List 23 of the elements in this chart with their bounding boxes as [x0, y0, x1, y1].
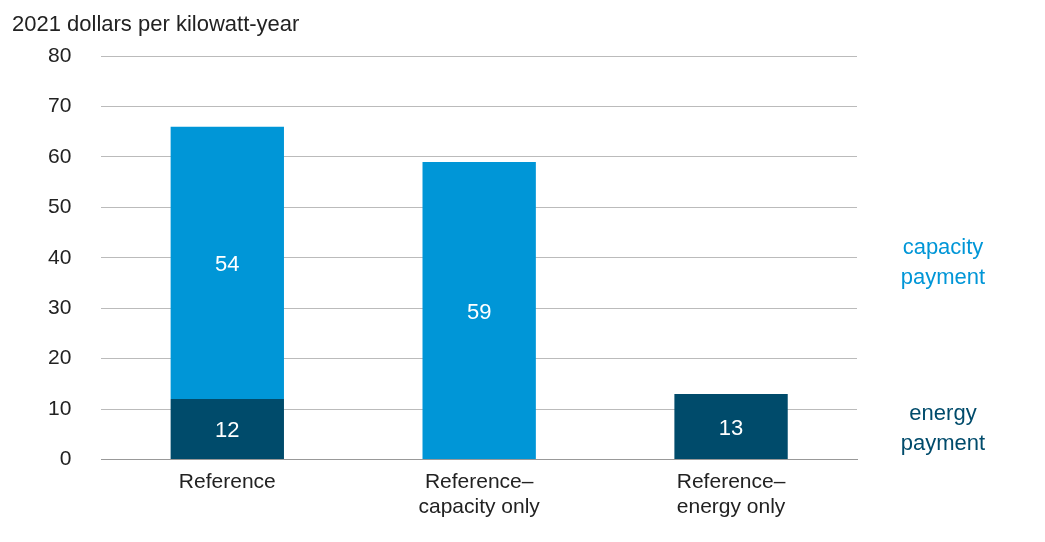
data-label: 59: [466, 298, 492, 324]
data-label: 12: [215, 417, 240, 443]
bar: [674, 394, 788, 460]
y-tick-label: 40: [48, 244, 72, 268]
data-label: 54: [215, 250, 240, 276]
text: capacity payment: [900, 233, 986, 289]
x-tick-label: Reference: [178, 469, 276, 492]
bar: [422, 161, 536, 460]
y-tick-label: 50: [48, 194, 72, 218]
y-axis-title: 2021 dollars per kilowatt-year: [12, 11, 300, 37]
data-label: 13: [718, 414, 744, 440]
y-tick-label: 70: [48, 93, 72, 117]
y-tick-label: 80: [48, 42, 72, 66]
x-tick-label: Reference–energy only: [676, 469, 786, 518]
y-tick-label: 0: [59, 446, 72, 470]
bar: [170, 399, 284, 460]
y-tick-label: 60: [48, 143, 72, 167]
y-tick-label: 20: [48, 345, 72, 369]
bar: [170, 126, 284, 400]
x-tick-label: Reference–capacity only: [418, 469, 541, 518]
y-tick-label: 10: [48, 395, 72, 419]
y-tick-label: 30: [48, 295, 72, 319]
text: energy payment: [900, 400, 986, 456]
